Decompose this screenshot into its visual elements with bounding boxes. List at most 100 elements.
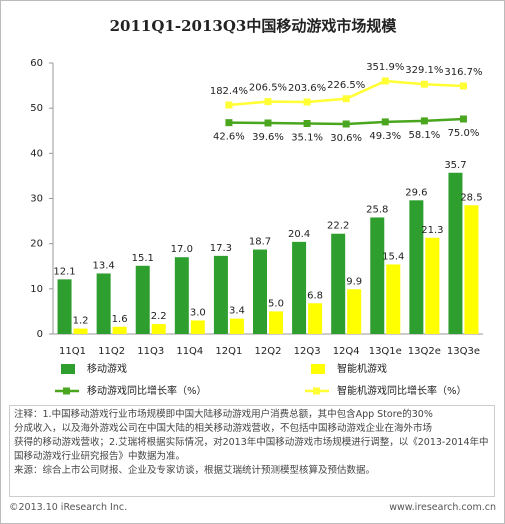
bar bbox=[174, 257, 189, 334]
point-label: 182.4% bbox=[210, 86, 248, 97]
bar bbox=[253, 249, 267, 334]
marker bbox=[342, 120, 350, 128]
bar bbox=[229, 318, 244, 334]
x-tick-label: 11Q3 bbox=[137, 346, 164, 357]
point-label: 206.5% bbox=[249, 83, 287, 94]
bar bbox=[112, 326, 127, 334]
legend-swatch bbox=[61, 364, 75, 374]
bar-label: 12.1 bbox=[53, 266, 75, 277]
bar-label: 22.2 bbox=[327, 221, 349, 232]
bar bbox=[135, 265, 150, 334]
bar-label: 1.2 bbox=[73, 316, 89, 327]
marker bbox=[381, 118, 389, 126]
bar-label: 13.4 bbox=[93, 260, 115, 271]
chart-title: 2011Q1-2013Q3中国移动游戏市场规模 bbox=[110, 17, 398, 35]
point-label: 39.6% bbox=[252, 132, 284, 143]
note-line: 分成收入，以及海外游戏公司在中国大陆的相关移动游戏营收，不包括中国移动游戏企业在… bbox=[14, 423, 433, 434]
marker bbox=[225, 119, 233, 127]
bar-label: 29.6 bbox=[405, 187, 427, 198]
bar-label: 15.1 bbox=[132, 253, 154, 264]
legend-marker bbox=[313, 387, 320, 395]
bar-label: 21.3 bbox=[421, 225, 443, 236]
marker bbox=[264, 119, 272, 127]
bar-label: 1.6 bbox=[112, 314, 128, 325]
bar bbox=[386, 264, 401, 334]
bar-label: 28.5 bbox=[460, 192, 482, 203]
bar bbox=[448, 172, 463, 334]
x-tick-label: 12Q4 bbox=[333, 346, 360, 357]
website: www.iresearch.com.cn bbox=[389, 502, 496, 513]
bar bbox=[213, 255, 228, 334]
x-tick-label: 11Q2 bbox=[98, 346, 125, 357]
legend-marker bbox=[63, 387, 70, 395]
bar bbox=[96, 273, 111, 334]
bar-label: 25.8 bbox=[366, 204, 388, 215]
x-tick-label: 12Q1 bbox=[215, 346, 242, 357]
point-label: 30.6% bbox=[330, 133, 362, 144]
bar bbox=[409, 200, 424, 334]
point-label: 226.5% bbox=[327, 80, 365, 91]
point-label: 203.6% bbox=[288, 83, 326, 94]
y-tick-label: 30 bbox=[30, 194, 43, 205]
x-tick-label: 13Q2e bbox=[408, 346, 441, 357]
x-tick-label: 11Q4 bbox=[176, 346, 203, 357]
notes: 注释：1.中国移动游戏行业市场规模即中国大陆移动游戏用户消费总额，其中包含App… bbox=[9, 405, 495, 497]
bar bbox=[308, 303, 323, 334]
bar-label: 6.8 bbox=[307, 290, 323, 301]
legend-label: 移动游戏同比增长率（%） bbox=[87, 384, 207, 397]
point-label: 329.1% bbox=[405, 65, 443, 76]
marker bbox=[264, 98, 272, 106]
bar bbox=[151, 324, 166, 334]
bar bbox=[269, 311, 283, 334]
bar-label: 20.4 bbox=[288, 229, 310, 240]
bar-label: 2.2 bbox=[151, 311, 167, 322]
bar-label: 18.7 bbox=[249, 237, 271, 248]
marker bbox=[420, 80, 428, 88]
marker bbox=[459, 82, 467, 90]
marker bbox=[381, 77, 389, 85]
bar-label: 17.3 bbox=[210, 243, 232, 254]
point-label: 75.0% bbox=[448, 128, 480, 139]
copyright: ©2013.10 iResearch Inc. bbox=[9, 502, 128, 513]
y-tick-label: 50 bbox=[30, 103, 43, 114]
bar bbox=[347, 289, 362, 334]
legend-label: 智能机游戏同比增长率（%） bbox=[337, 384, 467, 397]
point-label: 35.1% bbox=[291, 132, 323, 143]
bar bbox=[370, 217, 385, 334]
legend-label: 智能机游戏 bbox=[337, 362, 387, 375]
bar bbox=[57, 279, 72, 334]
marker bbox=[303, 98, 311, 106]
legend-swatch bbox=[311, 364, 325, 374]
point-label: 42.6% bbox=[213, 132, 245, 143]
point-label: 351.9% bbox=[366, 62, 404, 73]
bar-label: 17.0 bbox=[171, 244, 193, 255]
bar-label: 35.7 bbox=[444, 160, 466, 171]
y-tick-label: 60 bbox=[30, 58, 43, 69]
marker bbox=[459, 115, 467, 123]
bar-label: 15.4 bbox=[382, 251, 404, 262]
note-line: 国移动游戏行业研究报告》中数据为准。 bbox=[14, 451, 186, 462]
note-line: 来源：综合上市公司财报、企业及专家访谈，根据艾瑞统计预测模型核算及预估数据。 bbox=[14, 465, 376, 476]
bar bbox=[464, 205, 479, 334]
bar bbox=[331, 233, 346, 334]
x-tick-label: 13Q1e bbox=[369, 346, 402, 357]
x-tick-label: 12Q2 bbox=[255, 346, 282, 357]
marker bbox=[342, 95, 350, 103]
y-tick-label: 10 bbox=[30, 284, 43, 295]
bar bbox=[292, 241, 307, 334]
bar bbox=[190, 320, 205, 334]
marker bbox=[303, 119, 311, 127]
point-label: 49.3% bbox=[369, 131, 401, 142]
bar-label: 5.0 bbox=[268, 298, 284, 309]
bar-label: 3.0 bbox=[190, 307, 206, 318]
chart: 2011Q1-2013Q3中国移动游戏市场规模 0 10 20 30 40 50 60 11Q… bbox=[30, 17, 483, 397]
note-line: 获得的移动游戏营收；2.艾瑞将根据实际情况，对2013年中国移动游戏市场规模进行… bbox=[14, 437, 489, 448]
y-tick-label: 40 bbox=[30, 148, 43, 159]
x-tick-label: 13Q3e bbox=[447, 346, 480, 357]
marker bbox=[420, 117, 428, 125]
y-tick-label: 0 bbox=[37, 329, 43, 340]
marker bbox=[225, 101, 233, 109]
x-tick-label: 12Q3 bbox=[294, 346, 321, 357]
bar bbox=[73, 328, 88, 334]
